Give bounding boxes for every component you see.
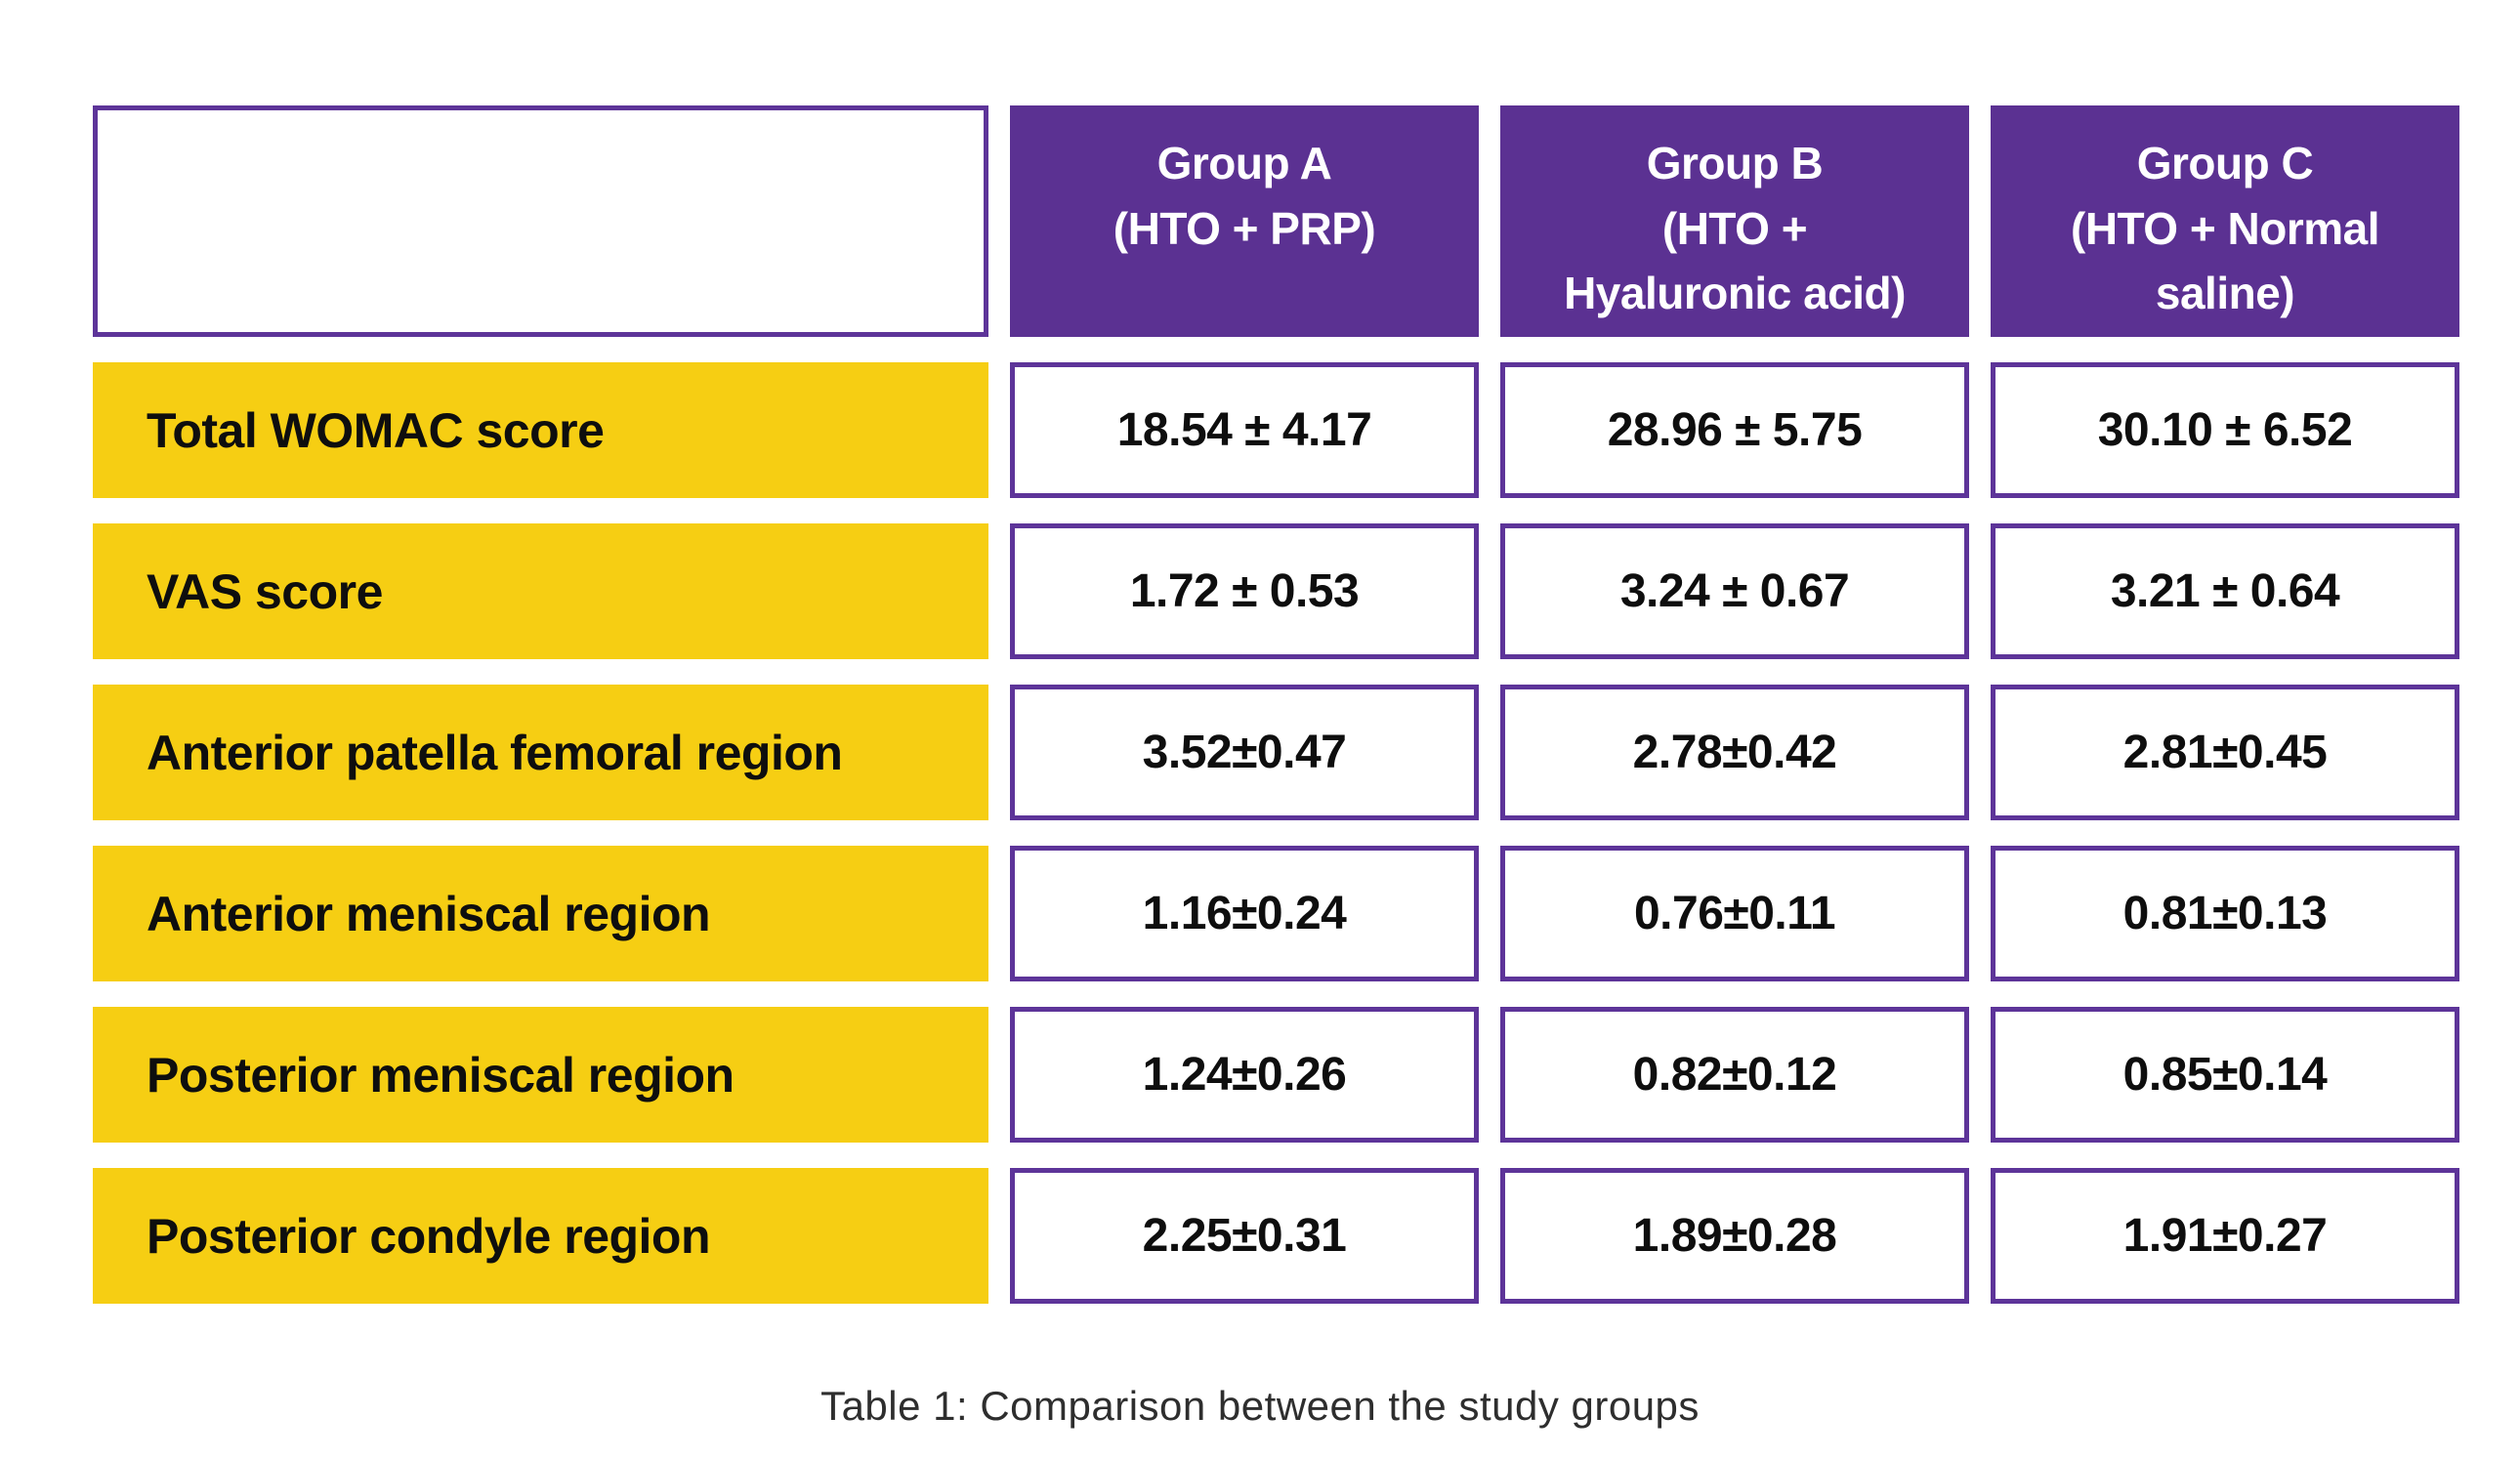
data-cell: 18.54 ± 4.17 (1010, 362, 1479, 498)
row-label-posterior-meniscal: Posterior meniscal region (93, 1007, 988, 1143)
row-label-total-womac: Total WOMAC score (93, 362, 988, 498)
comparison-table: Group A (HTO + PRP) Group B (HTO + Hyalu… (93, 105, 2459, 1304)
data-cell: 0.82±0.12 (1500, 1007, 1969, 1143)
data-cell: 30.10 ± 6.52 (1991, 362, 2459, 498)
data-cell: 28.96 ± 5.75 (1500, 362, 1969, 498)
row-label-anterior-meniscal: Anterior meniscal region (93, 846, 988, 981)
row-label-vas-score: VAS score (93, 523, 988, 659)
data-cell: 1.89±0.28 (1500, 1168, 1969, 1304)
row-label-anterior-patella-femoral: Anterior patella femoral region (93, 685, 988, 820)
data-cell: 3.21 ± 0.64 (1991, 523, 2459, 659)
data-cell: 2.81±0.45 (1991, 685, 2459, 820)
data-cell: 1.72 ± 0.53 (1010, 523, 1479, 659)
corner-cell (93, 105, 988, 337)
data-cell: 0.81±0.13 (1991, 846, 2459, 981)
data-cell: 3.24 ± 0.67 (1500, 523, 1969, 659)
table-caption: Table 1: Comparison between the study gr… (820, 1383, 1700, 1429)
data-cell: 1.16±0.24 (1010, 846, 1479, 981)
data-cell: 2.78±0.42 (1500, 685, 1969, 820)
data-cell: 1.24±0.26 (1010, 1007, 1479, 1143)
data-cell: 1.91±0.27 (1991, 1168, 2459, 1304)
row-label-posterior-condyle: Posterior condyle region (93, 1168, 988, 1304)
data-cell: 0.85±0.14 (1991, 1007, 2459, 1143)
column-header-group-a: Group A (HTO + PRP) (1010, 105, 1479, 337)
data-cell: 3.52±0.47 (1010, 685, 1479, 820)
data-cell: 0.76±0.11 (1500, 846, 1969, 981)
column-header-group-c: Group C (HTO + Normal saline) (1991, 105, 2459, 337)
column-header-group-b: Group B (HTO + Hyaluronic acid) (1500, 105, 1969, 337)
data-cell: 2.25±0.31 (1010, 1168, 1479, 1304)
